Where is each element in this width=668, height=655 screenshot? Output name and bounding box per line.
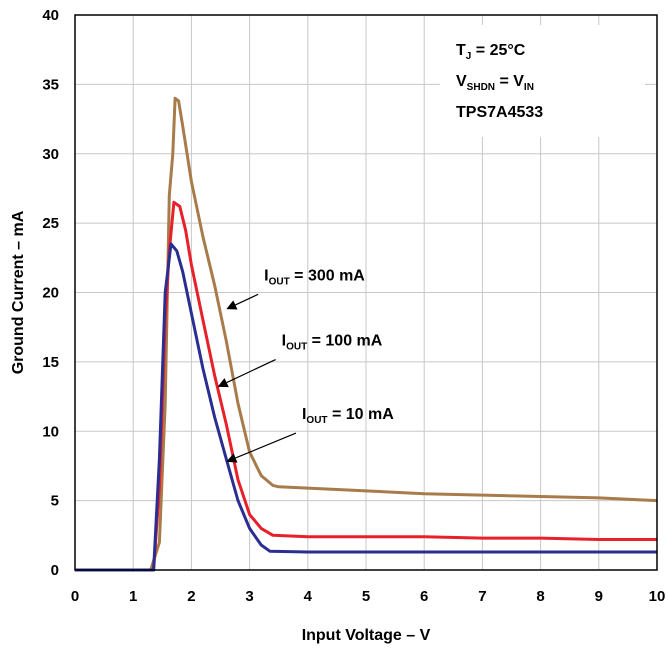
- series-label: IOUT = 10 mA: [302, 406, 394, 426]
- annotation-arrowhead: [217, 378, 229, 388]
- annotation-arrowhead: [226, 300, 238, 310]
- series-label: IOUT = 100 mA: [282, 333, 383, 353]
- y-tick-label: 25: [42, 215, 59, 232]
- y-tick-label: 10: [42, 423, 59, 440]
- x-tick-label: 2: [187, 588, 195, 605]
- series-line: [75, 242, 657, 572]
- condition-label: VSHDN = VIN: [456, 73, 534, 93]
- y-tick-label: 35: [42, 76, 59, 93]
- y-tick-label: 0: [51, 562, 59, 579]
- series-lines: [75, 96, 658, 572]
- conditions-box: TJ = 25°C VSHDN = VIN TPS7A4533: [440, 25, 645, 137]
- y-tick-label: 20: [42, 285, 59, 302]
- conditions-background: [440, 25, 645, 137]
- x-axis-title: Input Voltage – V: [302, 627, 431, 644]
- y-tick-label: 40: [42, 7, 59, 24]
- x-tick-label: 5: [362, 588, 370, 605]
- x-tick-label: 0: [71, 588, 79, 605]
- x-tick-label: 1: [129, 588, 137, 605]
- condition-label: TJ = 25°C: [456, 42, 526, 62]
- y-tick-label: 15: [42, 354, 59, 371]
- x-tick-label: 7: [478, 588, 486, 605]
- x-tick-label: 3: [245, 588, 253, 605]
- annotation-arrow-line: [235, 293, 259, 306]
- x-tick-label: 6: [420, 588, 428, 605]
- plot-frame: [74, 14, 658, 571]
- y-tick-labels: 0 5 10 15 20 25 30 35 40: [42, 7, 59, 579]
- condition-label: TPS7A4533: [456, 104, 543, 121]
- x-tick-label: 4: [304, 588, 313, 605]
- y-tick-label: 30: [42, 146, 59, 163]
- series-annotations: IOUT = 300 mA IOUT = 100 mA IOUT = 10 mA: [217, 267, 394, 463]
- y-axis-title: Ground Current – mA: [10, 210, 27, 374]
- series-label: IOUT = 300 mA: [264, 267, 365, 287]
- x-tick-label: 10: [649, 588, 666, 605]
- series-line: [75, 96, 658, 572]
- y-tick-label: 5: [51, 493, 59, 510]
- x-tick-label: 9: [595, 588, 603, 605]
- annotation-arrowhead: [226, 453, 238, 463]
- x-tick-labels: 0 1 2 3 4 5 6 7 8 9 10: [71, 588, 666, 605]
- annotation-arrow-line: [226, 359, 276, 384]
- annotation-arrow-line: [235, 432, 297, 459]
- x-tick-label: 8: [536, 588, 544, 605]
